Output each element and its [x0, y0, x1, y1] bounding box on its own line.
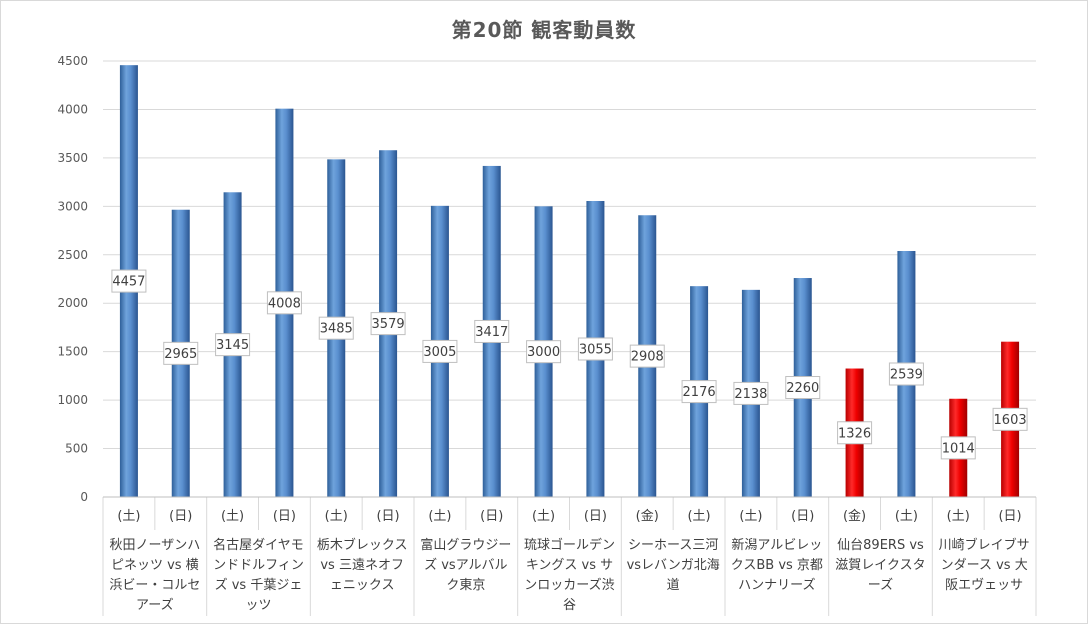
y-tick-label: 1000: [57, 393, 88, 407]
data-label-box: [940, 436, 976, 460]
data-label-box: [111, 269, 147, 293]
day-label: (土): [117, 509, 141, 524]
data-label: 3417: [475, 325, 508, 340]
day-label: (日): [272, 509, 296, 524]
matchup-label: 琉球ゴールデンキングス vs サンロッカーズ渋谷: [523, 538, 615, 613]
data-label-box: [163, 341, 199, 365]
data-labels: 4457 2965 3145 4008 3485 3579 3005 3417 3000 3055…: [111, 269, 1028, 460]
data-label-box: [526, 340, 562, 364]
day-label: (土): [428, 509, 452, 524]
day-label: (日): [791, 509, 815, 524]
data-label-box: [992, 407, 1028, 431]
data-label: 1014: [942, 441, 975, 456]
grid-lines: [103, 60, 1036, 498]
matchup-label: 秋田ノーザンハピネッツ vs 横浜ビー・コルセアーズ: [109, 538, 201, 613]
data-label: 2138: [734, 387, 767, 402]
day-label: (土): [531, 509, 556, 524]
data-label-box: [629, 344, 665, 368]
data-label: 3485: [320, 322, 353, 337]
data-label-box: [422, 339, 458, 363]
data-label: 4008: [268, 296, 301, 311]
y-tick-label: 2500: [57, 248, 88, 262]
data-label: 2176: [683, 385, 716, 400]
day-label: (金): [635, 509, 659, 524]
data-label-box: [474, 319, 510, 343]
y-tick-label: 500: [65, 442, 88, 456]
y-tick-label: 4000: [57, 102, 88, 116]
data-label: 1326: [838, 426, 871, 441]
data-label: 2260: [786, 381, 819, 396]
data-label: 3055: [579, 343, 612, 358]
data-label: 3000: [527, 345, 560, 360]
matchup-label: 川崎ブレイブサンダース vs 大阪エヴェッサ: [938, 538, 1030, 593]
data-label-box: [837, 421, 873, 445]
y-tick-label: 4500: [57, 54, 88, 68]
y-tick-label: 3000: [57, 199, 88, 213]
day-label: (土): [739, 509, 763, 524]
matchup-label: 新潟アルビレックスBB vs 京都ハンナリーズ: [730, 538, 823, 593]
data-label-box: [733, 381, 769, 405]
day-label: (土): [946, 509, 970, 524]
data-label-box: [785, 376, 821, 400]
data-label: 1603: [994, 413, 1027, 428]
day-label: (日): [998, 509, 1022, 524]
day-label: (土): [324, 509, 348, 524]
y-axis: 0 500 1000 1500 2000 2500 3000 3500 4000 4500: [57, 54, 88, 504]
data-label: 3005: [423, 345, 456, 360]
day-label: (土): [687, 509, 711, 524]
data-label-box: [577, 337, 613, 361]
matchup-label: 名古屋ダイヤモンドドルフィンズ vs 千葉ジェッツ: [213, 538, 304, 613]
matchup-label: シーホース三河 vsレバンガ北海道: [626, 538, 720, 593]
day-label: (日): [376, 509, 400, 524]
data-label-box: [215, 333, 251, 357]
y-tick-label: 2000: [57, 296, 88, 310]
data-label: 2965: [164, 347, 197, 362]
data-label-box: [266, 291, 302, 315]
matchup-label: 栃木ブレックス vs 三遠ネオフェニックス: [316, 538, 408, 593]
day-label: (金): [842, 509, 867, 524]
category-dividers: [102, 496, 1037, 616]
day-label: (土): [220, 509, 245, 524]
data-label-box: [370, 312, 406, 336]
data-label-box: [888, 362, 924, 386]
data-label: 4457: [112, 275, 145, 290]
data-label: 3579: [372, 317, 405, 332]
day-label: (日): [169, 509, 193, 524]
data-label: 3145: [216, 338, 249, 353]
day-label: (日): [480, 509, 504, 524]
day-label: (日): [583, 509, 607, 524]
y-tick-label: 1500: [57, 345, 88, 359]
data-label-box: [318, 316, 354, 340]
chart-title: 第20節 観客動員数: [451, 18, 637, 42]
y-tick-label: 3500: [57, 151, 88, 165]
data-label: 2539: [890, 367, 923, 382]
y-tick-label: 0: [80, 490, 88, 504]
matchup-label: 仙台89ERS vs 滋賀レイクスターズ: [835, 538, 926, 593]
day-label: (土): [894, 509, 918, 524]
bars: [119, 65, 1020, 498]
matchup-label: 富山グラウジーズ vsアルバルク東京: [420, 538, 512, 593]
data-label-box: [681, 380, 717, 404]
data-label: 2908: [631, 350, 664, 365]
